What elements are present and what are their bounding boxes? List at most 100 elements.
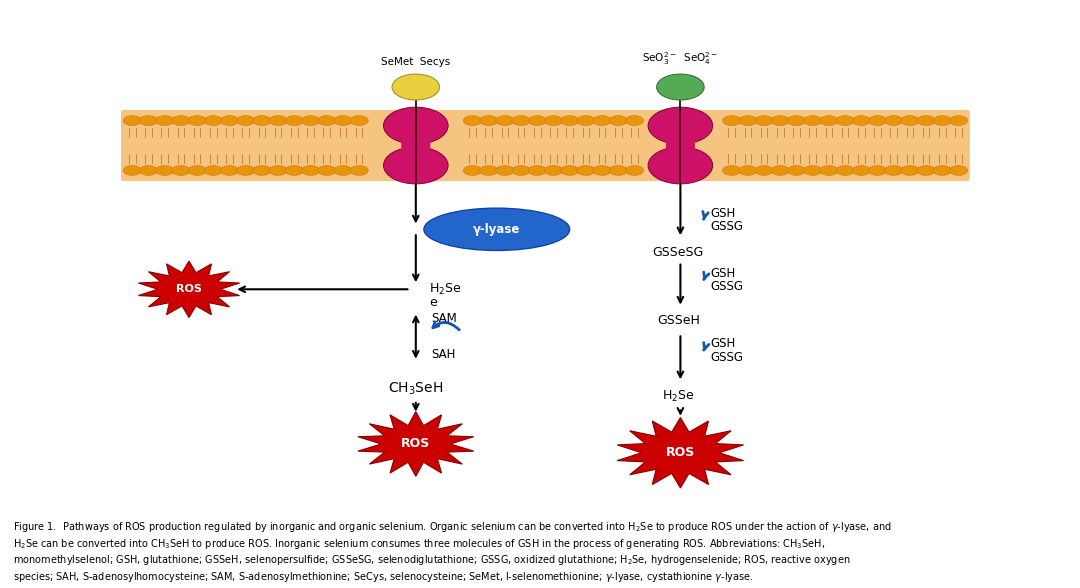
Circle shape [156,165,174,175]
Circle shape [496,165,514,175]
Text: GSH: GSH [711,338,735,350]
Circle shape [836,116,854,126]
Polygon shape [618,417,743,488]
FancyBboxPatch shape [402,136,430,155]
Circle shape [787,165,806,175]
Text: monomethylselenol; GSH, glutathione; GSSeH, selenopersulfide; GSSeSG, selenodigl: monomethylselenol; GSH, glutathione; GSS… [13,553,850,567]
Circle shape [609,116,627,126]
Circle shape [528,165,546,175]
Circle shape [220,116,239,126]
Circle shape [269,116,287,126]
Circle shape [949,165,968,175]
Polygon shape [138,261,240,318]
Circle shape [188,116,206,126]
Circle shape [868,116,887,126]
Circle shape [755,116,773,126]
Circle shape [933,116,951,126]
Circle shape [852,116,870,126]
Ellipse shape [423,208,570,250]
Circle shape [593,116,611,126]
Circle shape [253,165,271,175]
Text: γ-lyase: γ-lyase [473,223,521,236]
Circle shape [512,116,530,126]
Circle shape [917,165,935,175]
Circle shape [334,116,352,126]
Text: CH$_3$SeH: CH$_3$SeH [388,381,444,397]
Text: GSSG: GSSG [711,220,744,233]
Text: GSSG: GSSG [711,280,744,293]
Text: species; SAH, S-adenosylhomocysteine; SAM, S-adenosylmethionine; SeCys, selenocy: species; SAH, S-adenosylhomocysteine; SA… [13,570,754,584]
Circle shape [301,116,320,126]
Circle shape [480,116,498,126]
Circle shape [139,165,158,175]
Circle shape [204,116,222,126]
Circle shape [204,165,222,175]
Circle shape [285,116,303,126]
Ellipse shape [383,107,448,144]
Text: GSH: GSH [711,267,735,280]
Circle shape [220,165,239,175]
Ellipse shape [648,147,713,184]
Circle shape [172,165,190,175]
Polygon shape [357,412,474,476]
Circle shape [139,116,158,126]
Circle shape [609,165,627,175]
Text: ROS: ROS [176,284,202,295]
Circle shape [392,74,440,100]
Circle shape [593,165,611,175]
Circle shape [463,165,482,175]
Circle shape [577,165,595,175]
Circle shape [917,116,935,126]
Text: SeO$_3^{2-}$  SeO$_4^{2-}$: SeO$_3^{2-}$ SeO$_4^{2-}$ [643,50,718,67]
Circle shape [868,165,887,175]
Circle shape [237,116,255,126]
Circle shape [739,165,757,175]
Text: ROS: ROS [665,446,696,459]
Circle shape [852,165,870,175]
Circle shape [723,165,741,175]
Circle shape [512,165,530,175]
Circle shape [156,116,174,126]
Circle shape [285,165,303,175]
Circle shape [318,116,336,126]
Ellipse shape [648,107,713,144]
Circle shape [318,165,336,175]
Circle shape [804,165,822,175]
Circle shape [528,116,546,126]
Text: H$_2$Se: H$_2$Se [662,389,694,405]
Text: GSSG: GSSG [711,351,744,364]
Text: GSSeSG: GSSeSG [652,246,704,259]
Circle shape [885,116,903,126]
Circle shape [123,116,141,126]
Circle shape [804,116,822,126]
Circle shape [269,165,287,175]
Text: SAH: SAH [431,348,456,361]
Circle shape [301,165,320,175]
Circle shape [739,116,757,126]
Text: ROS: ROS [401,437,431,450]
Circle shape [901,165,919,175]
Circle shape [561,165,579,175]
Text: H$_2$Se: H$_2$Se [429,282,461,297]
Circle shape [771,165,789,175]
Circle shape [723,116,741,126]
Text: H$_2$Se can be converted into CH$_3$SeH to produce ROS. Inorganic selenium consu: H$_2$Se can be converted into CH$_3$SeH … [13,537,825,551]
Ellipse shape [383,147,448,184]
Circle shape [253,116,271,126]
Circle shape [350,116,368,126]
Text: Figure 1.  Pathways of ROS production regulated by inorganic and organic seleniu: Figure 1. Pathways of ROS production reg… [13,520,891,534]
Circle shape [496,116,514,126]
Circle shape [949,116,968,126]
Circle shape [787,116,806,126]
Circle shape [625,165,644,175]
Circle shape [480,165,498,175]
Circle shape [885,165,903,175]
Circle shape [577,116,595,126]
Circle shape [933,165,951,175]
Circle shape [561,116,579,126]
Text: GSH: GSH [711,207,735,220]
Circle shape [123,165,141,175]
Circle shape [820,165,838,175]
Circle shape [334,165,352,175]
Text: SAM: SAM [431,312,457,325]
